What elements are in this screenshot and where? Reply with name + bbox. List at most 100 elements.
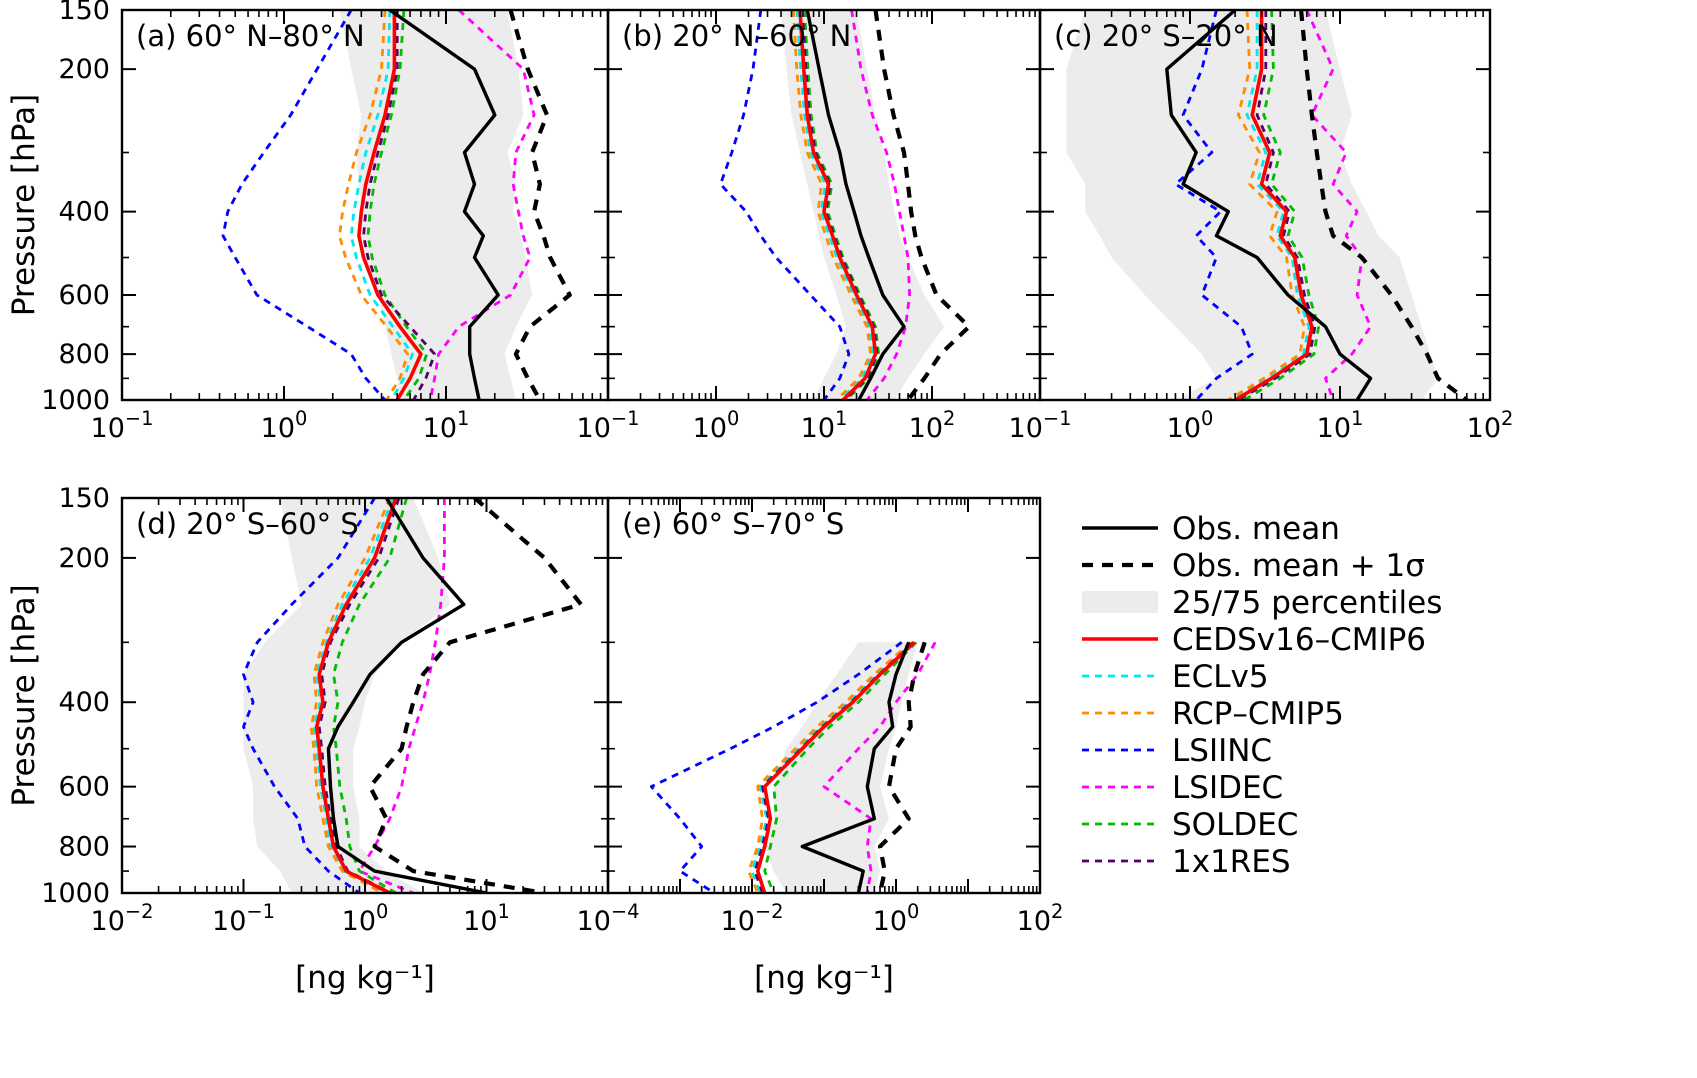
x-axis-label: [ng kg⁻¹] <box>295 960 435 996</box>
y-tick-label: 1000 <box>41 878 110 909</box>
series-lsidec <box>850 10 911 400</box>
x-tick-label: 101 <box>463 900 510 937</box>
series-lsidec <box>428 10 536 400</box>
y-axis-label: Pressure [hPa] <box>6 584 42 806</box>
legend-label: SOLDEC <box>1172 807 1298 843</box>
x-tick-label: 102 <box>1017 900 1064 937</box>
series-obs_p1sigma <box>508 10 572 400</box>
legend-item-lsiinc: LSIINC <box>1082 733 1272 769</box>
panel-d: 10−2 10−1 100 101 150 200 400 600 800 1000 (d) 20°… <box>41 483 610 996</box>
series-obs_mean <box>388 10 500 400</box>
panel-title: (a) 60° N–80° N <box>136 19 365 53</box>
series-obs_mean <box>1165 10 1373 400</box>
series-obs_p1sigma <box>873 10 972 400</box>
series-lsiinc <box>242 498 376 893</box>
series-lsiinc <box>1174 10 1254 400</box>
panel-e: 10−4 10−2 100 102 (e) 60° S–70° S [ng kg⁻¹] <box>577 496 1064 996</box>
series-soldec <box>763 641 918 893</box>
series-rcp_cmip5 <box>747 641 912 893</box>
series-obs_mean <box>326 498 487 893</box>
x-tick-label: 102 <box>909 407 956 444</box>
percentile-band <box>243 498 450 893</box>
x-tick-label: 10−1 <box>577 407 640 444</box>
series-ceds_cmip6 <box>755 640 916 893</box>
series-obs_p1sigma <box>877 641 927 893</box>
panel-b: 10−1 100 101 102 (b) 20° N–60° N <box>577 8 1042 444</box>
x-tick-label: 100 <box>261 407 308 444</box>
legend-item-obs_mean: Obs. mean <box>1082 511 1340 547</box>
x-tick-label: 10−2 <box>91 900 154 937</box>
x-tick-label: 101 <box>423 407 470 444</box>
series-eclv5 <box>312 498 395 893</box>
x-tick-label: 101 <box>801 407 848 444</box>
y-axis-label: Pressure [hPa] <box>6 94 42 316</box>
legend-band-swatch <box>1082 591 1158 613</box>
y-tick-label: 600 <box>58 772 110 803</box>
legend-label: 1x1RES <box>1172 844 1291 880</box>
series-eclv5 <box>750 641 914 893</box>
series-rcp_cmip5 <box>338 10 410 400</box>
y-tick-label: 150 <box>58 0 110 26</box>
series-res1x1 <box>1237 10 1317 400</box>
legend-label: RCP–CMIP5 <box>1172 696 1344 732</box>
series-ceds_cmip6 <box>798 10 878 400</box>
series-soldec <box>366 10 429 400</box>
y-tick-label: 400 <box>58 197 110 228</box>
series-lsiinc <box>719 10 851 400</box>
panel-title: (b) 20° N–60° N <box>622 19 851 53</box>
legend-item-soldec: SOLDEC <box>1082 807 1298 843</box>
legend-item-band: 25/75 percentiles <box>1082 585 1442 621</box>
series-obs_mean <box>805 10 906 400</box>
x-tick-label: 10−1 <box>1009 407 1072 444</box>
legend-label: LSIDEC <box>1172 770 1283 806</box>
series-soldec <box>803 10 880 400</box>
series-ceds_cmip6 <box>357 10 423 400</box>
series-obs_mean <box>800 641 911 893</box>
legend-item-eclv5: ECLv5 <box>1082 659 1269 695</box>
x-tick-label: 100 <box>693 407 740 444</box>
x-tick-label: 10−2 <box>721 900 784 937</box>
series-lsidec <box>822 641 937 893</box>
series-lsiinc <box>649 641 903 893</box>
x-tick-label: 10−1 <box>212 900 275 937</box>
percentile-band <box>339 10 533 400</box>
series-eclv5 <box>349 10 414 400</box>
x-axis-label: [ng kg⁻¹] <box>754 960 894 996</box>
x-tick-label: 10−1 <box>91 407 154 444</box>
legend-item-rcp_cmip5: RCP–CMIP5 <box>1082 696 1344 732</box>
series-obs_p1sigma <box>1299 10 1469 400</box>
y-tick-label: 600 <box>58 280 110 311</box>
y-tick-label: 150 <box>58 483 110 514</box>
y-tick-label: 400 <box>58 687 110 718</box>
series-soldec <box>1243 10 1320 400</box>
x-tick-label: 100 <box>342 900 389 937</box>
panel-title: (e) 60° S–70° S <box>622 507 844 541</box>
x-tick-label: 102 <box>1467 407 1514 444</box>
legend-item-obs_p1sigma: Obs. mean + 1σ <box>1082 548 1425 584</box>
legend-label: 25/75 percentiles <box>1172 585 1442 621</box>
series-eclv5 <box>795 10 875 400</box>
legend-item-ceds_cmip6: CEDSv16–CMIP6 <box>1082 622 1426 658</box>
y-tick-label: 200 <box>58 543 110 574</box>
y-tick-label: 1000 <box>41 385 110 416</box>
series-lsidec <box>358 498 446 893</box>
legend-label: Obs. mean + 1σ <box>1172 548 1425 584</box>
series-ceds_cmip6 <box>1234 10 1314 400</box>
legend-item-res1x1: 1x1RES <box>1082 844 1291 880</box>
legend-label: LSIINC <box>1172 733 1272 769</box>
x-tick-label: 100 <box>1167 407 1214 444</box>
percentile-band <box>781 10 945 400</box>
series-res1x1 <box>362 10 436 400</box>
legend-label: CEDSv16–CMIP6 <box>1172 622 1426 658</box>
series-eclv5 <box>1231 10 1311 400</box>
x-tick-label: 101 <box>1317 407 1364 444</box>
x-tick-label: 100 <box>873 900 920 937</box>
panel-title: (d) 20° S–60° S <box>136 507 359 541</box>
series-rcp_cmip5 <box>791 10 872 400</box>
panel-border <box>1038 8 1492 402</box>
percentile-band <box>1066 10 1438 400</box>
series-rcp_cmip5 <box>1227 10 1306 400</box>
series-lsidec <box>1305 10 1372 400</box>
